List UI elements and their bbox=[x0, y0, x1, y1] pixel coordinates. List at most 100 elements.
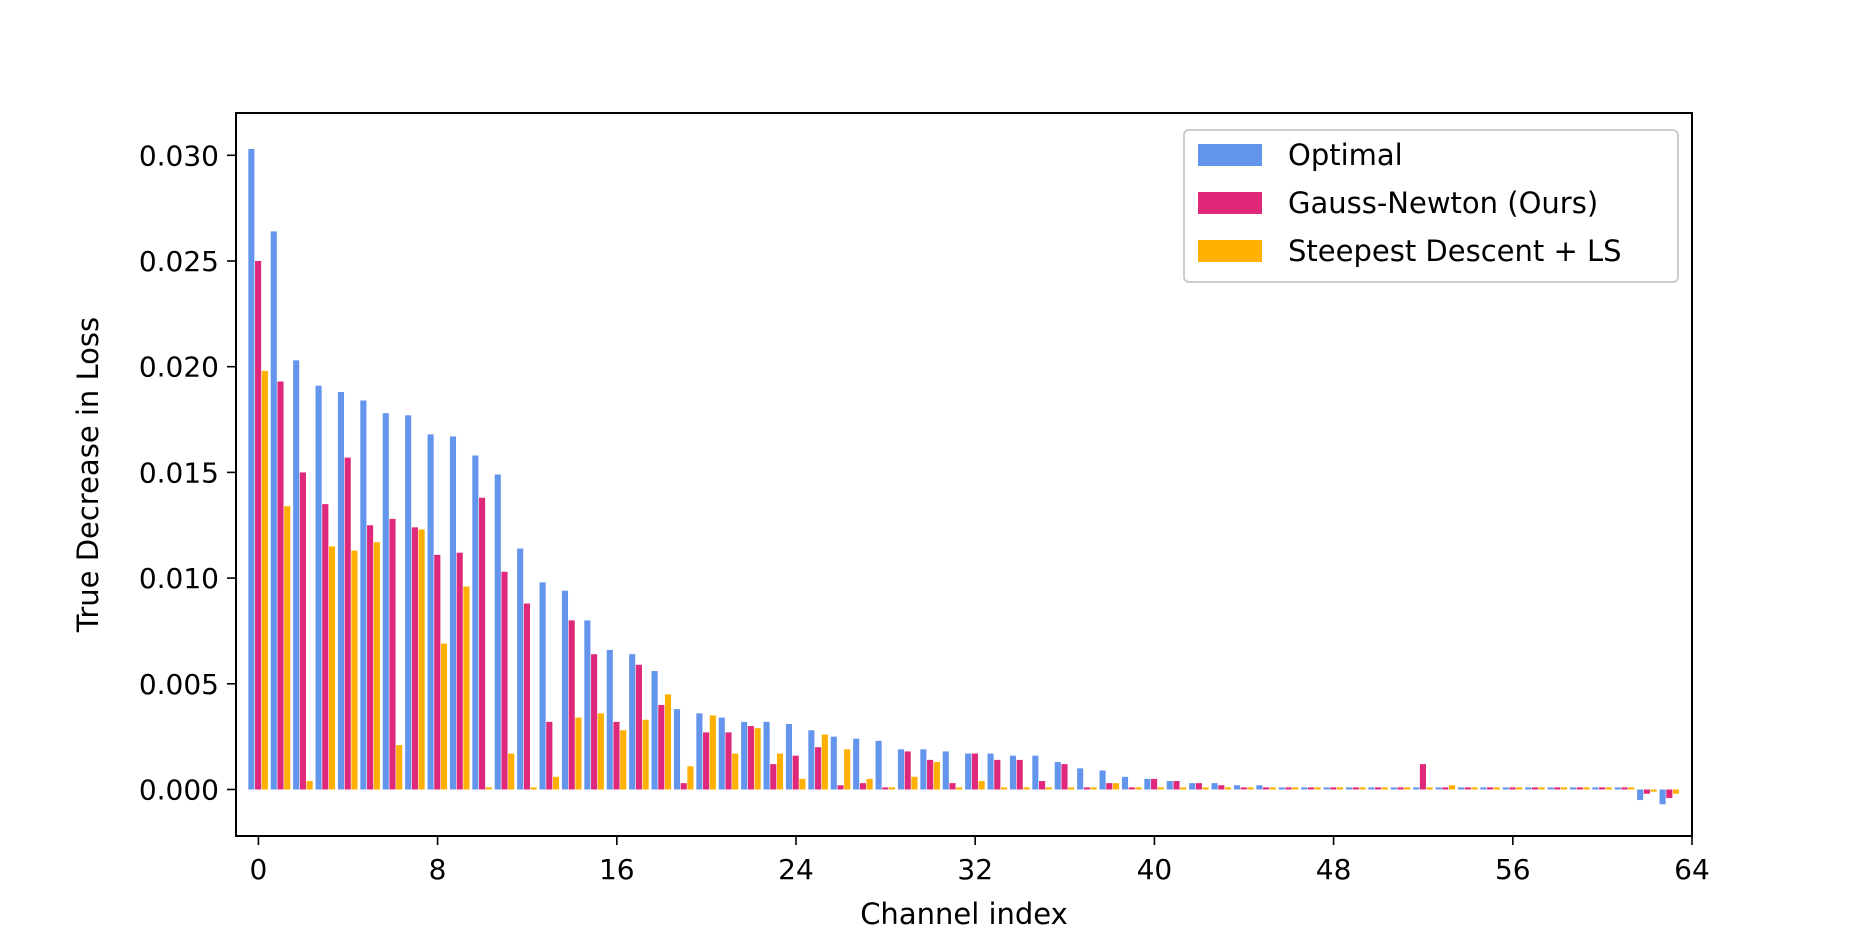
bar-optimal-58 bbox=[1547, 787, 1554, 790]
legend: Optimal Gauss-Newton (Ours) Steepest Des… bbox=[1183, 129, 1679, 283]
bar-optimal-30 bbox=[920, 749, 927, 790]
bar-steepest-descent-ls-3 bbox=[328, 546, 336, 790]
bar-optimal-48 bbox=[1323, 787, 1330, 790]
bar-steepest-descent-ls-8 bbox=[440, 643, 448, 790]
bar-steepest-descent-ls-55 bbox=[1493, 787, 1500, 790]
y-tick-label: 0.005 bbox=[139, 668, 219, 701]
bar-gauss-newton-ours-6 bbox=[389, 518, 396, 790]
bar-optimal-0 bbox=[248, 148, 255, 790]
bar-steepest-descent-ls-57 bbox=[1538, 787, 1545, 790]
bars-group bbox=[248, 148, 1680, 805]
bar-steepest-descent-ls-10 bbox=[485, 787, 492, 790]
bar-steepest-descent-ls-24 bbox=[799, 778, 806, 790]
bar-gauss-newton-ours-56 bbox=[1509, 787, 1516, 790]
bar-steepest-descent-ls-46 bbox=[1292, 787, 1299, 790]
bar-steepest-descent-ls-56 bbox=[1516, 787, 1523, 790]
bar-steepest-descent-ls-25 bbox=[821, 734, 828, 790]
bar-optimal-34 bbox=[1009, 755, 1017, 790]
bar-steepest-descent-ls-45 bbox=[1269, 787, 1276, 790]
bar-gauss-newton-ours-48 bbox=[1330, 787, 1337, 790]
bar-steepest-descent-ls-35 bbox=[1045, 787, 1052, 790]
bar-steepest-descent-ls-5 bbox=[373, 542, 380, 790]
bar-steepest-descent-ls-51 bbox=[1404, 787, 1411, 790]
x-tick-label: 40 bbox=[1137, 853, 1173, 886]
bar-gauss-newton-ours-43 bbox=[1218, 785, 1225, 790]
bar-steepest-descent-ls-42 bbox=[1202, 787, 1209, 790]
bar-gauss-newton-ours-2 bbox=[299, 472, 306, 790]
bar-steepest-descent-ls-1 bbox=[284, 506, 291, 790]
bar-steepest-descent-ls-58 bbox=[1560, 787, 1568, 790]
bar-optimal-57 bbox=[1525, 787, 1532, 790]
bar-gauss-newton-ours-54 bbox=[1464, 787, 1471, 790]
bar-steepest-descent-ls-44 bbox=[1247, 787, 1254, 790]
bar-optimal-61 bbox=[1614, 787, 1621, 790]
bar-steepest-descent-ls-0 bbox=[261, 370, 268, 790]
bar-gauss-newton-ours-16 bbox=[613, 721, 620, 790]
bar-steepest-descent-ls-18 bbox=[664, 694, 672, 790]
bar-gauss-newton-ours-20 bbox=[703, 732, 710, 790]
bar-gauss-newton-ours-12 bbox=[523, 603, 530, 790]
bar-steepest-descent-ls-14 bbox=[575, 717, 582, 790]
bar-gauss-newton-ours-50 bbox=[1375, 787, 1382, 790]
x-tick-label: 32 bbox=[957, 853, 993, 886]
bar-steepest-descent-ls-52 bbox=[1426, 787, 1433, 790]
bar-steepest-descent-ls-6 bbox=[396, 745, 403, 790]
bar-optimal-19 bbox=[673, 709, 681, 790]
bar-steepest-descent-ls-34 bbox=[1023, 787, 1030, 790]
bar-optimal-32 bbox=[965, 753, 972, 790]
bar-steepest-descent-ls-63 bbox=[1672, 789, 1680, 794]
bar-gauss-newton-ours-60 bbox=[1599, 787, 1606, 790]
legend-item-steepest-descent: Steepest Descent + LS bbox=[1198, 234, 1622, 268]
bar-optimal-17 bbox=[629, 654, 636, 790]
bar-gauss-newton-ours-24 bbox=[792, 755, 799, 790]
bar-gauss-newton-ours-33 bbox=[994, 759, 1001, 790]
bar-gauss-newton-ours-55 bbox=[1487, 787, 1494, 790]
y-tick-label: 0.020 bbox=[139, 351, 219, 384]
bar-optimal-26 bbox=[830, 736, 837, 790]
bar-optimal-28 bbox=[875, 740, 882, 790]
x-tick-label: 16 bbox=[599, 853, 635, 886]
bar-optimal-14 bbox=[561, 590, 569, 790]
bar-optimal-9 bbox=[449, 436, 457, 790]
bar-steepest-descent-ls-17 bbox=[642, 719, 649, 790]
bar-steepest-descent-ls-41 bbox=[1180, 787, 1187, 790]
bar-steepest-descent-ls-31 bbox=[956, 787, 963, 790]
bar-gauss-newton-ours-4 bbox=[344, 457, 351, 790]
bar-gauss-newton-ours-37 bbox=[1083, 787, 1090, 790]
legend-item-optimal: Optimal bbox=[1198, 138, 1403, 172]
bar-steepest-descent-ls-54 bbox=[1471, 787, 1478, 790]
bar-optimal-55 bbox=[1480, 787, 1487, 790]
x-tick-label: 8 bbox=[429, 853, 447, 886]
bar-optimal-3 bbox=[315, 385, 322, 790]
bar-steepest-descent-ls-62 bbox=[1650, 789, 1657, 792]
bar-gauss-newton-ours-13 bbox=[546, 721, 553, 790]
bar-gauss-newton-ours-26 bbox=[837, 785, 844, 790]
bar-steepest-descent-ls-19 bbox=[687, 766, 694, 790]
bar-steepest-descent-ls-61 bbox=[1628, 787, 1635, 790]
bar-steepest-descent-ls-47 bbox=[1314, 787, 1321, 790]
bar-steepest-descent-ls-43 bbox=[1224, 787, 1232, 790]
bar-steepest-descent-ls-30 bbox=[933, 762, 940, 790]
bar-optimal-41 bbox=[1166, 781, 1173, 790]
bar-optimal-21 bbox=[718, 717, 725, 790]
bar-gauss-newton-ours-36 bbox=[1061, 764, 1068, 790]
bar-optimal-49 bbox=[1345, 787, 1353, 790]
bar-gauss-newton-ours-58 bbox=[1554, 787, 1561, 790]
legend-item-gauss-newton: Gauss-Newton (Ours) bbox=[1198, 186, 1598, 220]
bar-steepest-descent-ls-23 bbox=[776, 753, 784, 790]
bar-optimal-23 bbox=[763, 721, 770, 790]
bar-gauss-newton-ours-57 bbox=[1531, 787, 1538, 790]
bar-optimal-5 bbox=[360, 400, 367, 790]
bar-gauss-newton-ours-63 bbox=[1666, 789, 1673, 798]
bar-optimal-45 bbox=[1256, 785, 1263, 790]
bar-gauss-newton-ours-22 bbox=[747, 726, 754, 790]
bar-optimal-31 bbox=[942, 751, 949, 790]
bar-gauss-newton-ours-62 bbox=[1643, 789, 1650, 794]
bar-steepest-descent-ls-21 bbox=[732, 753, 739, 790]
bar-gauss-newton-ours-3 bbox=[322, 504, 329, 790]
bar-steepest-descent-ls-2 bbox=[306, 781, 313, 790]
bar-steepest-descent-ls-29 bbox=[911, 776, 918, 790]
bar-steepest-descent-ls-9 bbox=[463, 586, 470, 790]
bar-gauss-newton-ours-30 bbox=[927, 759, 934, 790]
bar-optimal-24 bbox=[785, 723, 793, 790]
